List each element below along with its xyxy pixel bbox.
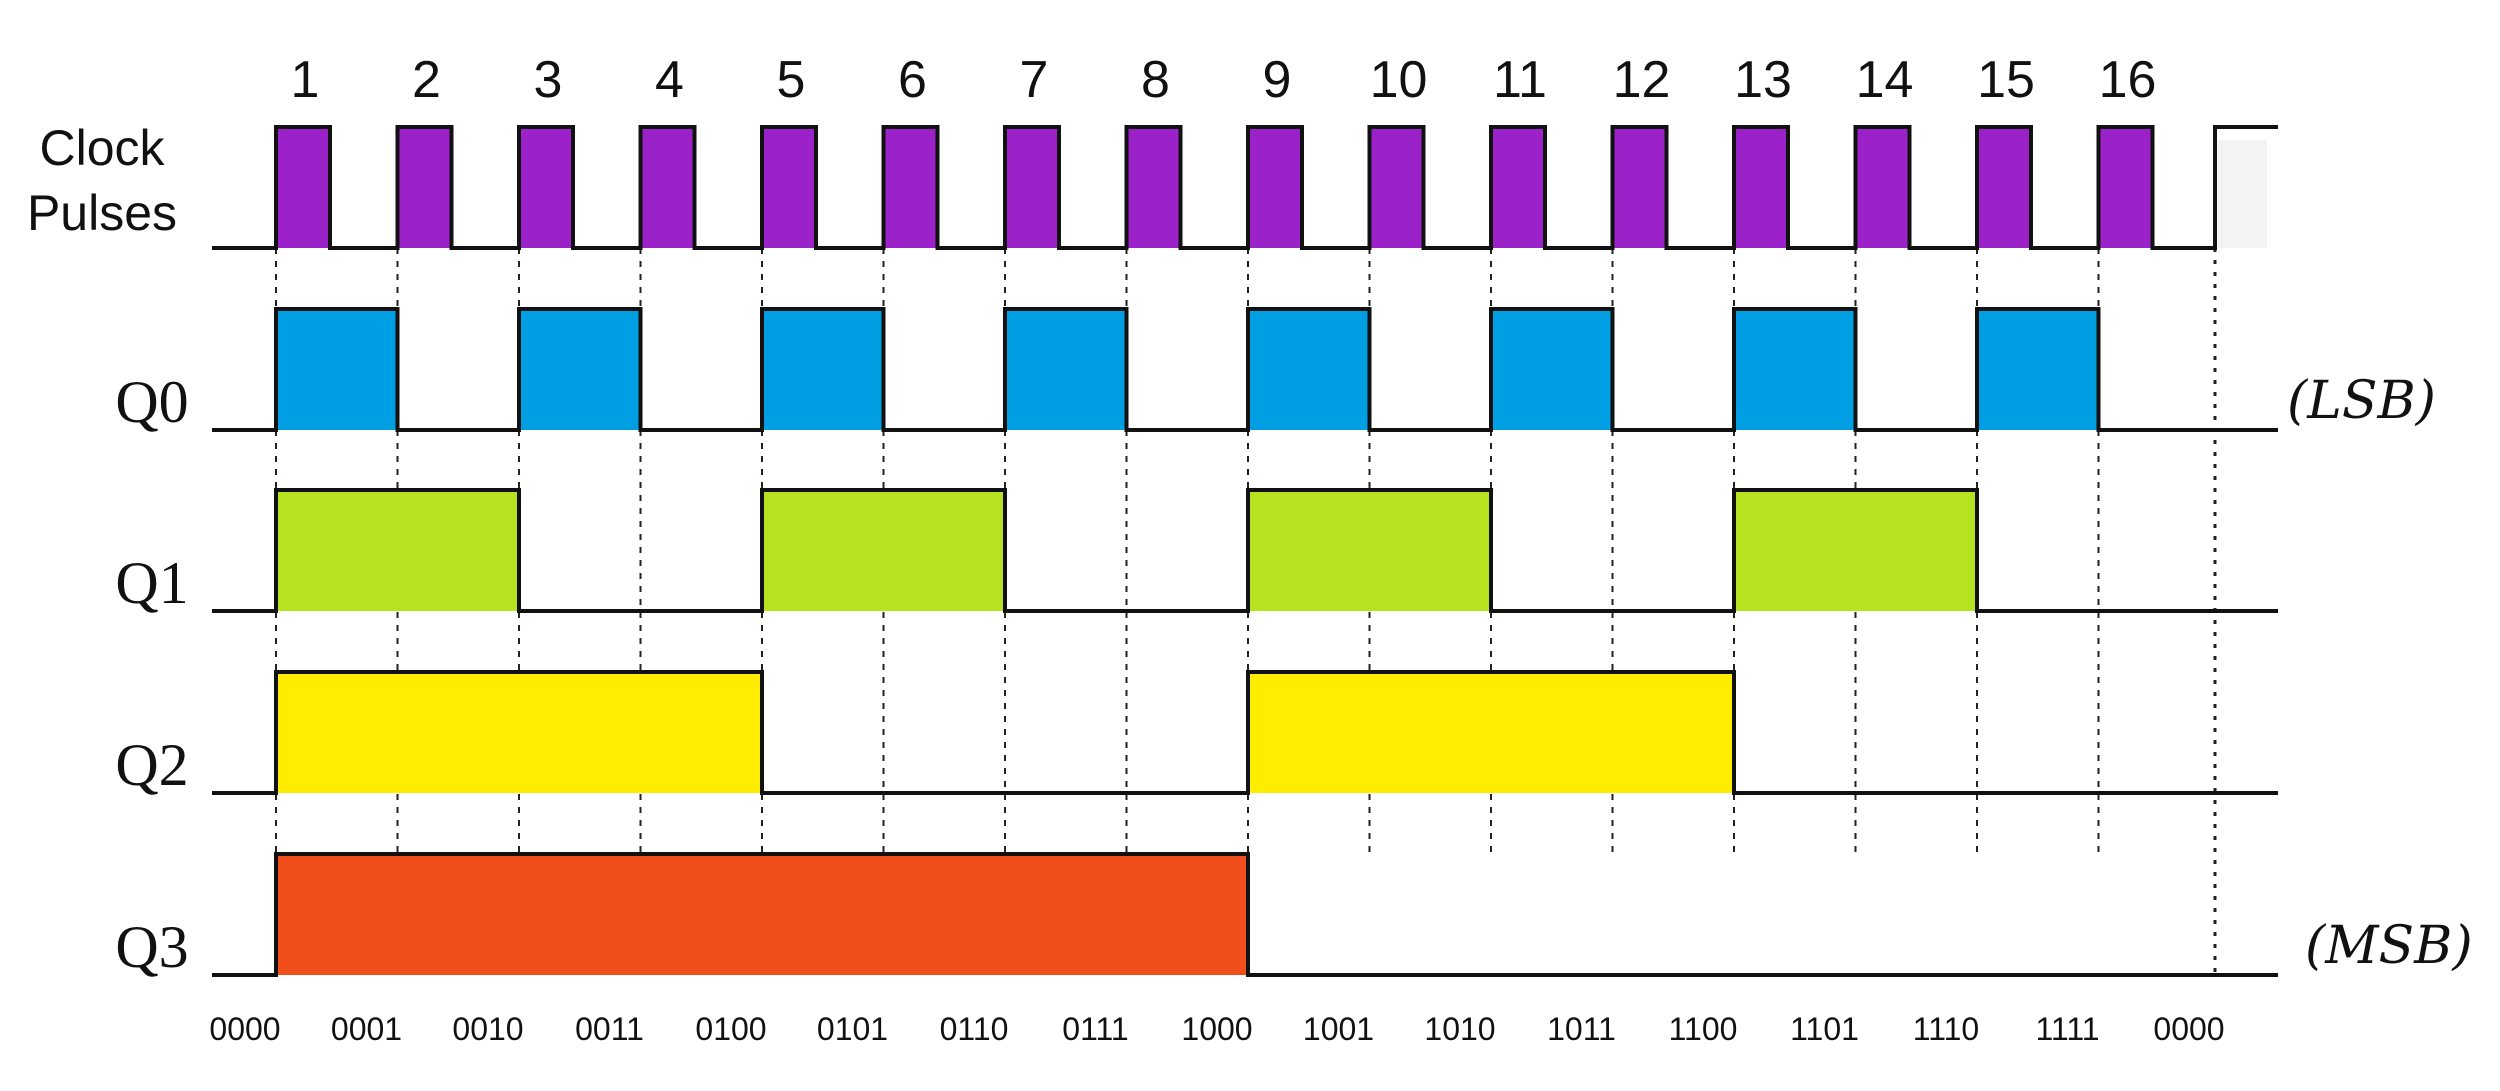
- binary-state: 0110: [940, 1011, 1009, 1047]
- binary-state: 0000: [2153, 1011, 2224, 1047]
- binary-state-row: 0000 0001 0010 0011 0100 0101 0110 0111 1000 1001…: [209, 1011, 2224, 1047]
- pulse-number: 2: [412, 51, 441, 109]
- clock-pulse-fill: [883, 127, 938, 248]
- binary-state: 1100: [1669, 1011, 1738, 1047]
- pulse-number: 14: [1856, 51, 1914, 109]
- clock-pulse-fill: [276, 127, 330, 248]
- clock-pulse-fill: [1977, 127, 2031, 248]
- high-level-fill: [276, 490, 519, 611]
- clock-pulse-fill: [640, 127, 695, 248]
- binary-state: 0001: [331, 1011, 402, 1047]
- pulse-number: 12: [1613, 51, 1671, 109]
- signal-q0-waveform: [212, 307, 2278, 432]
- signal-q3-waveform: [212, 852, 2278, 977]
- clock-pulse-fill: [2098, 127, 2153, 248]
- binary-state: 1000: [1181, 1011, 1252, 1047]
- clock-pulse-fill: [1612, 127, 1667, 248]
- pulse-number: 6: [898, 51, 927, 109]
- clock-pulse-fill: [1126, 127, 1181, 248]
- bit-significance-tag: (MSB): [2305, 916, 2473, 976]
- binary-state: 0000: [209, 1011, 280, 1047]
- pulse-number: 15: [1977, 51, 2035, 109]
- signal-waveforms: [212, 307, 2278, 977]
- binary-state: 1010: [1424, 1011, 1495, 1047]
- high-level-fill: [762, 309, 884, 430]
- binary-state: 0101: [817, 1011, 888, 1047]
- high-level-fill: [1734, 490, 1977, 611]
- signal-label-q1: Q1: [115, 550, 188, 616]
- clock-pulse-fill: [1491, 127, 1545, 248]
- signal-label-column: Q0 (LSB) Q1 Q2 Q3 (MSB): [115, 369, 2472, 980]
- clock-label-line1: Clock: [39, 120, 165, 176]
- pulse-number: 1: [291, 51, 320, 109]
- pulse-number: 11: [1493, 51, 1547, 109]
- high-level-fill: [1734, 309, 1856, 430]
- clock-pulse-fill: [1005, 127, 1059, 248]
- clock-pulse-fill: [1855, 127, 1910, 248]
- signal-label-q0: Q0: [115, 369, 188, 435]
- clock-waveform: [212, 125, 2278, 250]
- signal-outline: [212, 670, 2278, 795]
- high-level-fill: [276, 309, 398, 430]
- high-level-fill: [1005, 309, 1127, 430]
- clock-outline: [212, 125, 2278, 250]
- pulse-number: 9: [1263, 51, 1292, 109]
- pulse-number: 5: [777, 51, 806, 109]
- signal-label-q3: Q3: [115, 914, 188, 980]
- binary-state: 0010: [452, 1011, 523, 1047]
- binary-state: 1111: [2035, 1011, 2099, 1047]
- clock-tail-shade: [2217, 140, 2267, 248]
- binary-state: 1011: [1547, 1011, 1616, 1047]
- clock-pulse-fill: [1248, 127, 1302, 248]
- clock-pulse-fill: [1369, 127, 1424, 248]
- pulse-number: 13: [1734, 51, 1792, 109]
- binary-state: 0111: [1062, 1011, 1128, 1047]
- high-level-fill: [1248, 672, 1734, 793]
- high-level-fill: [276, 672, 762, 793]
- high-level-fill: [276, 854, 1248, 975]
- high-level-fill: [1248, 309, 1370, 430]
- signal-q1-waveform: [212, 488, 2278, 613]
- signal-outline: [212, 488, 2278, 613]
- bit-significance-tag: (LSB): [2287, 371, 2436, 431]
- signal-outline: [212, 852, 2278, 977]
- clock-label-line2: Pulses: [27, 185, 177, 241]
- signal-outline: [212, 307, 2278, 432]
- high-level-fill: [1248, 490, 1491, 611]
- pulse-number: 4: [655, 51, 684, 109]
- high-level-fill: [1491, 309, 1613, 430]
- high-level-fill: [762, 490, 1005, 611]
- binary-state: 1001: [1303, 1011, 1374, 1047]
- clock-pulse-fill: [519, 127, 573, 248]
- binary-state: 0100: [695, 1011, 766, 1047]
- binary-state: 0011: [575, 1011, 644, 1047]
- pulse-number: 3: [534, 51, 563, 109]
- binary-state: 1101: [1790, 1011, 1859, 1047]
- pulse-number-row: 1 2 3 4 5 6 7 8 9 10 11 12 13 14 15 16: [291, 51, 2157, 109]
- clock-pulse-fill: [762, 127, 816, 248]
- high-level-fill: [1977, 309, 2099, 430]
- pulse-number: 10: [1370, 51, 1428, 109]
- high-level-fill: [519, 309, 641, 430]
- clock-pulse-fill: [1734, 127, 1788, 248]
- signal-label-q2: Q2: [115, 732, 188, 798]
- pulse-number: 7: [1020, 51, 1049, 109]
- pulse-number: 16: [2099, 51, 2157, 109]
- binary-state: 1110: [1913, 1011, 1979, 1047]
- pulse-number: 8: [1141, 51, 1170, 109]
- clock-pulse-fill: [397, 127, 452, 248]
- signal-q2-waveform: [212, 670, 2278, 795]
